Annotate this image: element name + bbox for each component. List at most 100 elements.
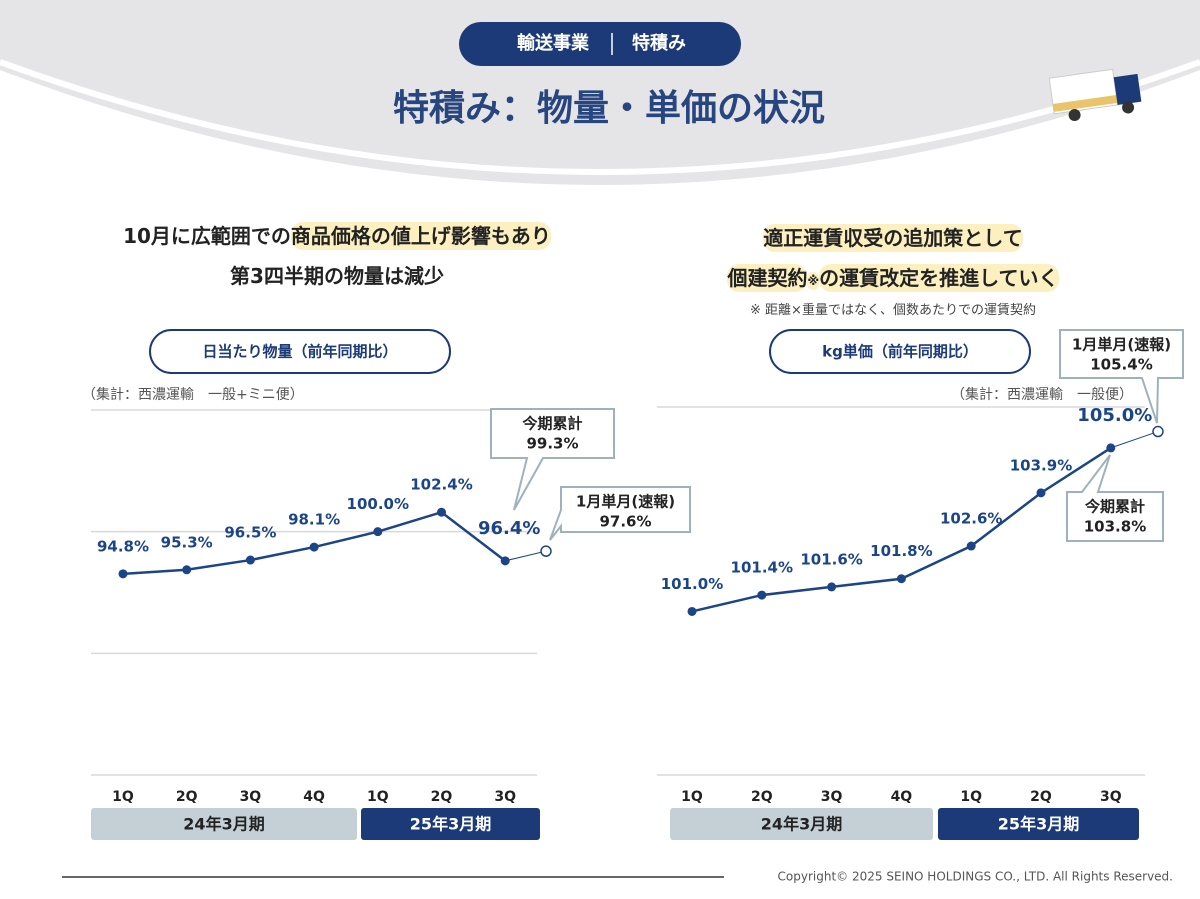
x-tick-label: 2Q [751,789,773,805]
callout-label: 今期累計 [1084,498,1145,516]
header-wave [0,78,1200,192]
headline: 10月に広範囲での商品価格の値上げ影響もあり第3四半期の物量は減少 [37,216,637,296]
truck-cab [1113,73,1142,105]
page-title: 特積み：物量・単価の状況 [393,88,825,129]
chart-title-pill [769,329,1031,374]
data-point [966,541,976,551]
headline-line: 第3四半期の物量は減少 [37,256,637,296]
headline-line: 10月に広範囲での商品価格の値上げ影響もあり [37,216,637,256]
x-tick-label: 2Q [176,789,198,805]
x-tick-label: 4Q [303,789,325,805]
x-tick-label: 4Q [891,789,913,805]
data-point [182,565,192,575]
callout [490,408,615,511]
x-tick-label: 3Q [821,789,843,805]
data-point [373,527,383,537]
data-label: 101.0% [661,575,723,593]
headline-text: 個建契約 [727,264,808,292]
callout [1066,454,1164,542]
hollow-point [540,545,552,557]
data-label: 98.1% [288,511,340,529]
callout-label: 今期累計 [521,415,582,433]
chart-title: 日当たり物量（前年同期比） [202,343,397,361]
x-tick-label: 1Q [681,789,703,805]
data-label: 100.0% [347,495,409,513]
headline-text: の運賃改定を推進していく [819,264,1059,292]
data-point [757,590,767,600]
period-label: 24年3月期 [761,815,842,834]
data-point [687,606,697,616]
callout [1059,329,1184,424]
period-bar [361,808,540,840]
period-bar [670,808,933,840]
data-label: 103.9% [1010,456,1072,474]
callout-label: 1月単月(速報) [576,493,675,511]
badge-text: 特積み [632,32,686,54]
headline-text: 商品価格の値上げ影響もあり [290,222,551,250]
callout-value: 99.3% [526,435,578,453]
headline: 適正運賃収受の追加策として個建契約※の運賃改定を推進していく ※ 距離×重量ではな… [593,218,1193,321]
truck-wheel [1122,101,1135,114]
data-point [500,556,510,566]
chart-source: （集計：西濃運輸 一般+ミニ便） [82,386,304,403]
truck-wheel [1068,109,1081,122]
chart-title: kg単価（前年同期比） [822,343,978,361]
x-tick-label: 2Q [431,789,453,805]
extension-line [505,550,547,562]
period-label: 25年3月期 [410,815,491,834]
truck-icon [1048,68,1142,122]
data-label: 101.8% [870,542,932,560]
header-wave [0,59,1200,175]
data-point [827,582,837,592]
copyright: Copyright© 2025 SEINO HOLDINGS CO., LTD.… [778,870,1173,884]
period-label: 24年3月期 [183,815,264,834]
data-label: 101.4% [731,559,793,577]
chart-title-pill [149,329,451,374]
x-tick-label: 3Q [1100,789,1122,805]
callout-value: 105.4% [1090,356,1152,374]
x-tick-label: 1Q [112,789,134,805]
truck-stripe [1052,95,1118,112]
callout [549,486,691,541]
data-label: 95.3% [161,533,213,551]
data-label: 102.4% [410,476,472,494]
data-point [1106,443,1116,453]
data-point [118,569,128,579]
headline-text: 適正運賃収受の追加策として [763,224,1023,252]
note: ※ 距離×重量ではなく、個数あたりでの運賃契約 [750,303,1036,318]
headline-line: 適正運賃収受の追加策として [593,218,1193,258]
x-tick-label: 2Q [1030,789,1052,805]
data-label: 102.6% [940,510,1002,528]
extension-line [1110,431,1159,449]
data-label: 105.0% [1077,405,1152,426]
x-tick-label: 3Q [240,789,262,805]
data-point [309,542,319,552]
data-label: 101.6% [800,550,862,568]
badge [459,22,741,66]
x-tick-label: 1Q [367,789,389,805]
data-point [1036,488,1046,498]
callout-value: 103.8% [1084,518,1146,536]
headline-text: ※ [807,272,820,290]
period-label: 25年3月期 [998,815,1079,834]
headline-line: 個建契約※の運賃改定を推進していく [593,258,1193,301]
callout-label: 1月単月(速報) [1072,336,1171,354]
data-point [437,507,446,517]
header-band [0,0,1200,185]
data-label: 94.8% [97,537,149,555]
data-point [896,574,906,584]
x-tick-label: 3Q [494,789,516,805]
period-bar [91,808,357,840]
data-label: 96.4% [478,518,540,539]
callout-value: 97.6% [599,513,651,531]
data-label: 96.5% [224,524,276,542]
period-bar [938,808,1139,840]
badge-text: 輸送事業 [517,32,590,54]
chart-source: （集計：西濃運輸 一般便） [951,386,1133,403]
x-tick-label: 1Q [960,789,982,805]
headline-text: 10月に広範囲での [123,224,291,248]
data-point [245,555,255,565]
headline-text: 第3四半期の物量は減少 [230,264,444,288]
